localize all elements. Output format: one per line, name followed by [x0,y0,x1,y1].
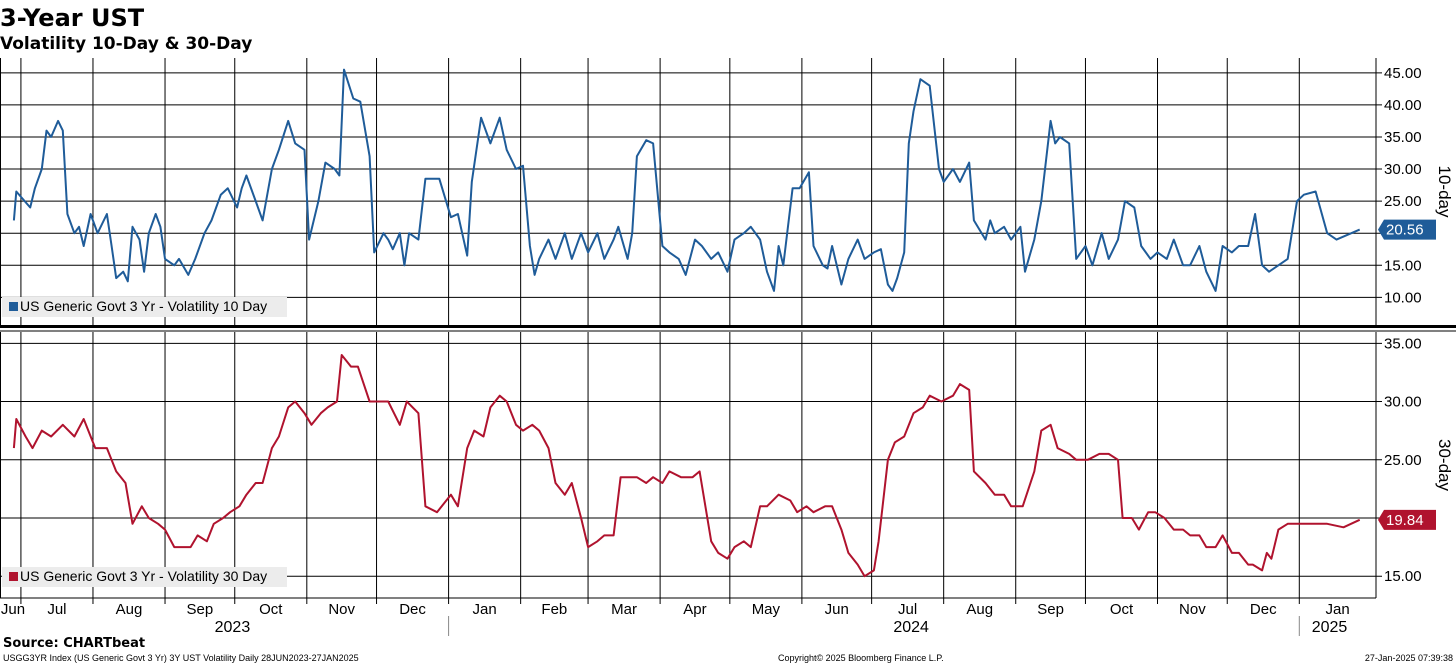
x-month-label: Jan [1326,601,1350,618]
index-note: USGG3YR Index (US Generic Govt 3 Yr) 3Y … [3,653,359,663]
legend-30day: US Generic Govt 3 Yr - Volatility 30 Day [2,567,287,587]
y-tick-label: 15.00 [1384,568,1422,585]
y-tick-label: 45.00 [1384,65,1422,82]
y-tick-label: 40.00 [1384,97,1422,114]
y-tick-label: 30.00 [1384,394,1422,411]
x-month-label: Jun [825,601,849,618]
chart-subtitle: Volatility 10-Day & 30-Day [0,34,252,54]
x-month-label: Jul [47,601,66,618]
x-month-label: Dec [399,601,426,618]
x-month-label: Nov [1179,601,1206,618]
x-month-label: Aug [116,601,143,618]
y-tick-label: 35.00 [1384,129,1422,146]
last-value-label: 20.56 [1386,222,1424,239]
x-month-label: Oct [259,601,283,618]
x-year-label: 2023 [215,619,251,636]
x-month-label: Mar [611,601,637,618]
y-tick-label: 10.00 [1384,289,1422,306]
last-value-badge: 20.56 [1378,219,1436,240]
x-month-label: Feb [541,601,567,618]
x-month-label: Dec [1250,601,1277,618]
panel-separator [0,325,1456,328]
panel-10-day: 10.0015.0020.0025.0030.0035.0040.0045.00… [0,58,1456,332]
x-year-label: 2024 [893,619,929,636]
series-line-30day [12,354,1361,578]
legend-label: US Generic Govt 3 Yr - Volatility 10 Day [20,298,267,314]
chart-title: 3-Year UST [0,4,145,32]
x-month-label: Apr [683,601,706,618]
badge-shape [1378,509,1436,530]
series-line-10day [12,68,1361,292]
legend-swatch [9,572,18,581]
y-tick-label: 25.00 [1384,452,1422,469]
last-value-label: 19.84 [1386,512,1424,529]
legend-background [2,297,287,317]
x-month-label: Nov [328,601,355,618]
x-month-label: Sep [187,601,214,618]
x-year-label: 2025 [1312,619,1348,636]
badge-shape [1378,219,1436,240]
legend-background [2,567,287,587]
last-value-badge: 19.84 [1378,509,1436,530]
x-month-label: Jul [898,601,917,618]
x-month-label: May [752,601,781,618]
legend-10day: US Generic Govt 3 Yr - Volatility 10 Day [2,297,287,317]
side-label-10day: 10-day [1435,166,1454,218]
legend-swatch [9,302,18,311]
side-label-30day: 30-day [1435,439,1454,491]
x-month-label: Oct [1110,601,1134,618]
x-month-label: Sep [1037,601,1064,618]
timestamp: 27-Jan-2025 07:39:38 [1365,653,1453,663]
y-tick-label: 25.00 [1384,193,1422,210]
x-axis: Jun Jul Aug Sep Oct Nov Dec Jan Feb Mar Apr May Jun J… [0,597,1376,636]
y-tick-label: 15.00 [1384,257,1422,274]
source-label: Source: CHARTbeat [3,636,145,651]
x-month-label: Aug [966,601,993,618]
x-month-label: Jun [1,601,25,618]
y-tick-label: 30.00 [1384,161,1422,178]
legend-label: US Generic Govt 3 Yr - Volatility 30 Day [20,568,267,584]
copyright-note: Copyright© 2025 Bloomberg Finance L.P. [778,653,944,663]
y-tick-label: 35.00 [1384,335,1422,352]
x-month-label: Jan [473,601,497,618]
